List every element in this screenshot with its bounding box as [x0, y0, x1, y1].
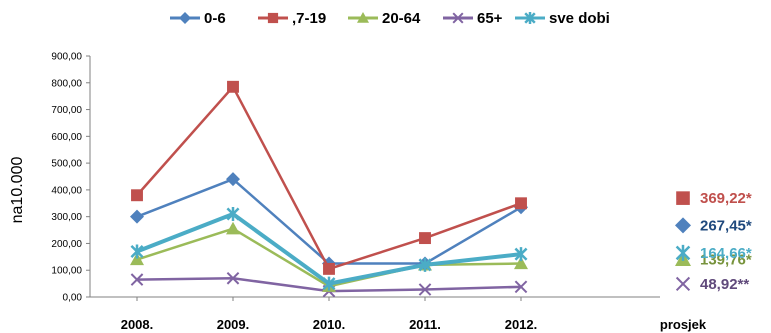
- legend-marker-x-icon: [452, 12, 464, 24]
- x-tick-label: 2010.: [313, 317, 346, 332]
- data-point: [514, 256, 528, 270]
- x-tick-label: 2012.: [505, 317, 538, 332]
- data-point: [322, 276, 336, 291]
- legend-label: 20-64: [382, 10, 421, 27]
- average-item: 267,45*: [675, 217, 752, 234]
- data-point: [515, 197, 527, 210]
- average-marker: [675, 217, 691, 234]
- data-point: [514, 280, 528, 294]
- legend-marker-asterisk-icon: [524, 12, 536, 24]
- legend-item: ,7-19: [258, 10, 326, 27]
- data-point: [418, 283, 432, 296]
- average-label: 369,22*: [700, 190, 752, 207]
- data-point: [131, 189, 143, 202]
- y-tick-label: 400,00: [51, 185, 82, 196]
- x-tick-label-average: prosjek: [660, 317, 707, 332]
- average-label: 48,92**: [700, 276, 749, 293]
- average-label: 267,45*: [700, 217, 752, 234]
- legend-marker-square-icon: [267, 12, 279, 24]
- average-marker: [675, 244, 691, 261]
- average-item: 369,22*: [676, 190, 752, 207]
- legend-item: sve dobi: [515, 10, 610, 27]
- data-point: [226, 271, 240, 285]
- legend-marker-triangle-icon: [357, 12, 369, 23]
- data-point: [130, 252, 144, 266]
- data-point: [418, 257, 432, 272]
- y-tick-label: 900,00: [51, 52, 82, 63]
- series-line: [136, 177, 522, 265]
- average-item: 48,92**: [675, 276, 749, 293]
- average-marker: [675, 276, 691, 292]
- x-tick-label: 2008.: [121, 317, 154, 332]
- data-point: [226, 206, 240, 221]
- data-point: [419, 232, 431, 245]
- y-tick-label: 0,00: [63, 293, 83, 304]
- y-tick-label: 500,00: [51, 159, 82, 170]
- legend-label: 65+: [477, 10, 503, 27]
- legend-marker-diamond-icon: [179, 12, 191, 24]
- y-axis-ticks: 0,00 100,00 200,00 300,00 400,00 500,00 600,00…: [51, 52, 90, 304]
- y-tick-label: 100,00: [51, 266, 82, 277]
- series-group: [130, 80, 528, 298]
- legend-label: 0-6: [204, 10, 226, 27]
- y-tick-label: 700,00: [51, 105, 82, 116]
- y-tick-label: 800,00: [51, 78, 82, 89]
- average-label: 164,66*: [700, 245, 752, 262]
- data-point: [130, 244, 144, 259]
- data-point: [130, 273, 144, 286]
- x-tick-label: 2009.: [217, 317, 250, 332]
- legend-item: 0-6: [170, 10, 226, 27]
- average-markers: 267,45* 369,22* 139,76* 48,92** 164,66*: [675, 190, 752, 293]
- y-tick-label: 300,00: [51, 212, 82, 223]
- y-axis-label: na10.000: [9, 157, 26, 224]
- average-marker: [676, 191, 690, 205]
- data-point: [514, 247, 528, 262]
- legend-item: 65+: [443, 10, 503, 27]
- x-axis-ticks: 2008. 2009. 2010. 2011. 2012. prosjek: [121, 297, 707, 332]
- series-4: [130, 206, 528, 291]
- average-item: 164,66*: [675, 244, 752, 262]
- legend-item: 20-64: [348, 10, 421, 27]
- data-point: [130, 209, 144, 224]
- legend: 0-6 ,7-19 20-64 65+ sve dobi: [170, 10, 610, 27]
- average-label: 139,76*: [700, 252, 752, 269]
- legend-label: ,7-19: [292, 10, 326, 27]
- data-point: [226, 172, 240, 187]
- data-point: [226, 221, 240, 235]
- series-1: [131, 80, 527, 275]
- data-point: [227, 80, 239, 93]
- data-point: [323, 262, 335, 275]
- legend-label: sve dobi: [549, 10, 610, 27]
- y-tick-label: 200,00: [51, 239, 82, 250]
- y-tick-label: 600,00: [51, 132, 82, 143]
- x-tick-label: 2011.: [409, 317, 441, 332]
